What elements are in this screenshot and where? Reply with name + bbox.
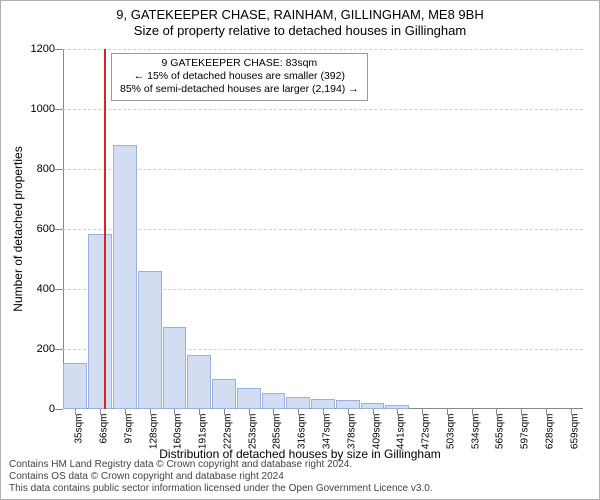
annotation-box: 9 GATEKEEPER CHASE: 83sqm ← 15% of detac…	[111, 53, 368, 101]
y-tick	[55, 349, 63, 351]
y-tick-label: 400	[19, 283, 55, 295]
histogram-bar	[237, 388, 261, 409]
y-tick	[55, 289, 63, 291]
x-tick-label: 191sqm	[198, 414, 209, 450]
plot-area: 02004006008001000120035sqm66sqm97sqm128s…	[63, 49, 583, 409]
x-tick-label: 97sqm	[123, 414, 134, 444]
x-tick-label: 659sqm	[569, 414, 580, 450]
histogram-bar	[262, 393, 286, 410]
annotation-line2: ← 15% of detached houses are smaller (39…	[120, 70, 359, 83]
x-tick-label: 534sqm	[470, 414, 481, 450]
y-tick-label: 1200	[19, 43, 55, 55]
x-tick-label: 503sqm	[445, 414, 456, 450]
histogram-bar	[336, 400, 360, 409]
y-tick	[55, 49, 63, 51]
x-tick-label: 347sqm	[322, 414, 333, 450]
chart-container: 9, GATEKEEPER CHASE, RAINHAM, GILLINGHAM…	[0, 0, 600, 500]
gridline	[63, 109, 583, 110]
x-tick-label: 378sqm	[346, 414, 357, 450]
y-tick	[55, 169, 63, 171]
x-tick-label: 222sqm	[222, 414, 233, 450]
y-tick-label: 200	[19, 343, 55, 355]
x-tick-label: 160sqm	[173, 414, 184, 450]
x-tick-label: 597sqm	[520, 414, 531, 450]
x-tick-label: 66sqm	[99, 414, 110, 444]
y-tick	[55, 229, 63, 231]
gridline	[63, 169, 583, 170]
histogram-bar	[63, 363, 87, 410]
y-tick-label: 0	[19, 403, 55, 415]
histogram-bar	[138, 271, 162, 409]
gridline	[63, 49, 583, 50]
reference-line	[104, 49, 106, 409]
x-tick-label: 35sqm	[74, 414, 85, 444]
chart-supertitle: 9, GATEKEEPER CHASE, RAINHAM, GILLINGHAM…	[1, 7, 599, 22]
footer-line1: Contains HM Land Registry data © Crown c…	[9, 459, 433, 471]
x-tick-label: 628sqm	[544, 414, 555, 450]
annotation-line3: 85% of semi-detached houses are larger (…	[120, 83, 359, 96]
chart-title: Size of property relative to detached ho…	[1, 23, 599, 38]
histogram-bar	[88, 234, 112, 410]
footer-attribution: Contains HM Land Registry data © Crown c…	[9, 459, 433, 495]
x-tick-label: 285sqm	[272, 414, 283, 450]
histogram-bar	[163, 327, 187, 410]
histogram-bar	[113, 145, 137, 409]
y-tick	[55, 409, 63, 411]
x-tick-label: 409sqm	[371, 414, 382, 450]
y-tick-label: 600	[19, 223, 55, 235]
histogram-bar	[311, 399, 335, 410]
y-tick-label: 1000	[19, 103, 55, 115]
histogram-bar	[187, 355, 211, 409]
histogram-bar	[286, 397, 310, 409]
x-tick-label: 253sqm	[247, 414, 258, 450]
footer-line3: This data contains public sector informa…	[9, 483, 433, 495]
x-tick-label: 472sqm	[421, 414, 432, 450]
histogram-bar	[212, 379, 236, 409]
x-tick-label: 565sqm	[495, 414, 506, 450]
gridline	[63, 229, 583, 230]
annotation-line1: 9 GATEKEEPER CHASE: 83sqm	[120, 57, 359, 70]
x-tick-label: 441sqm	[396, 414, 407, 450]
y-tick-label: 800	[19, 163, 55, 175]
x-tick-label: 316sqm	[297, 414, 308, 450]
y-tick	[55, 109, 63, 111]
x-tick-label: 128sqm	[148, 414, 159, 450]
footer-line2: Contains OS data © Crown copyright and d…	[9, 471, 433, 483]
